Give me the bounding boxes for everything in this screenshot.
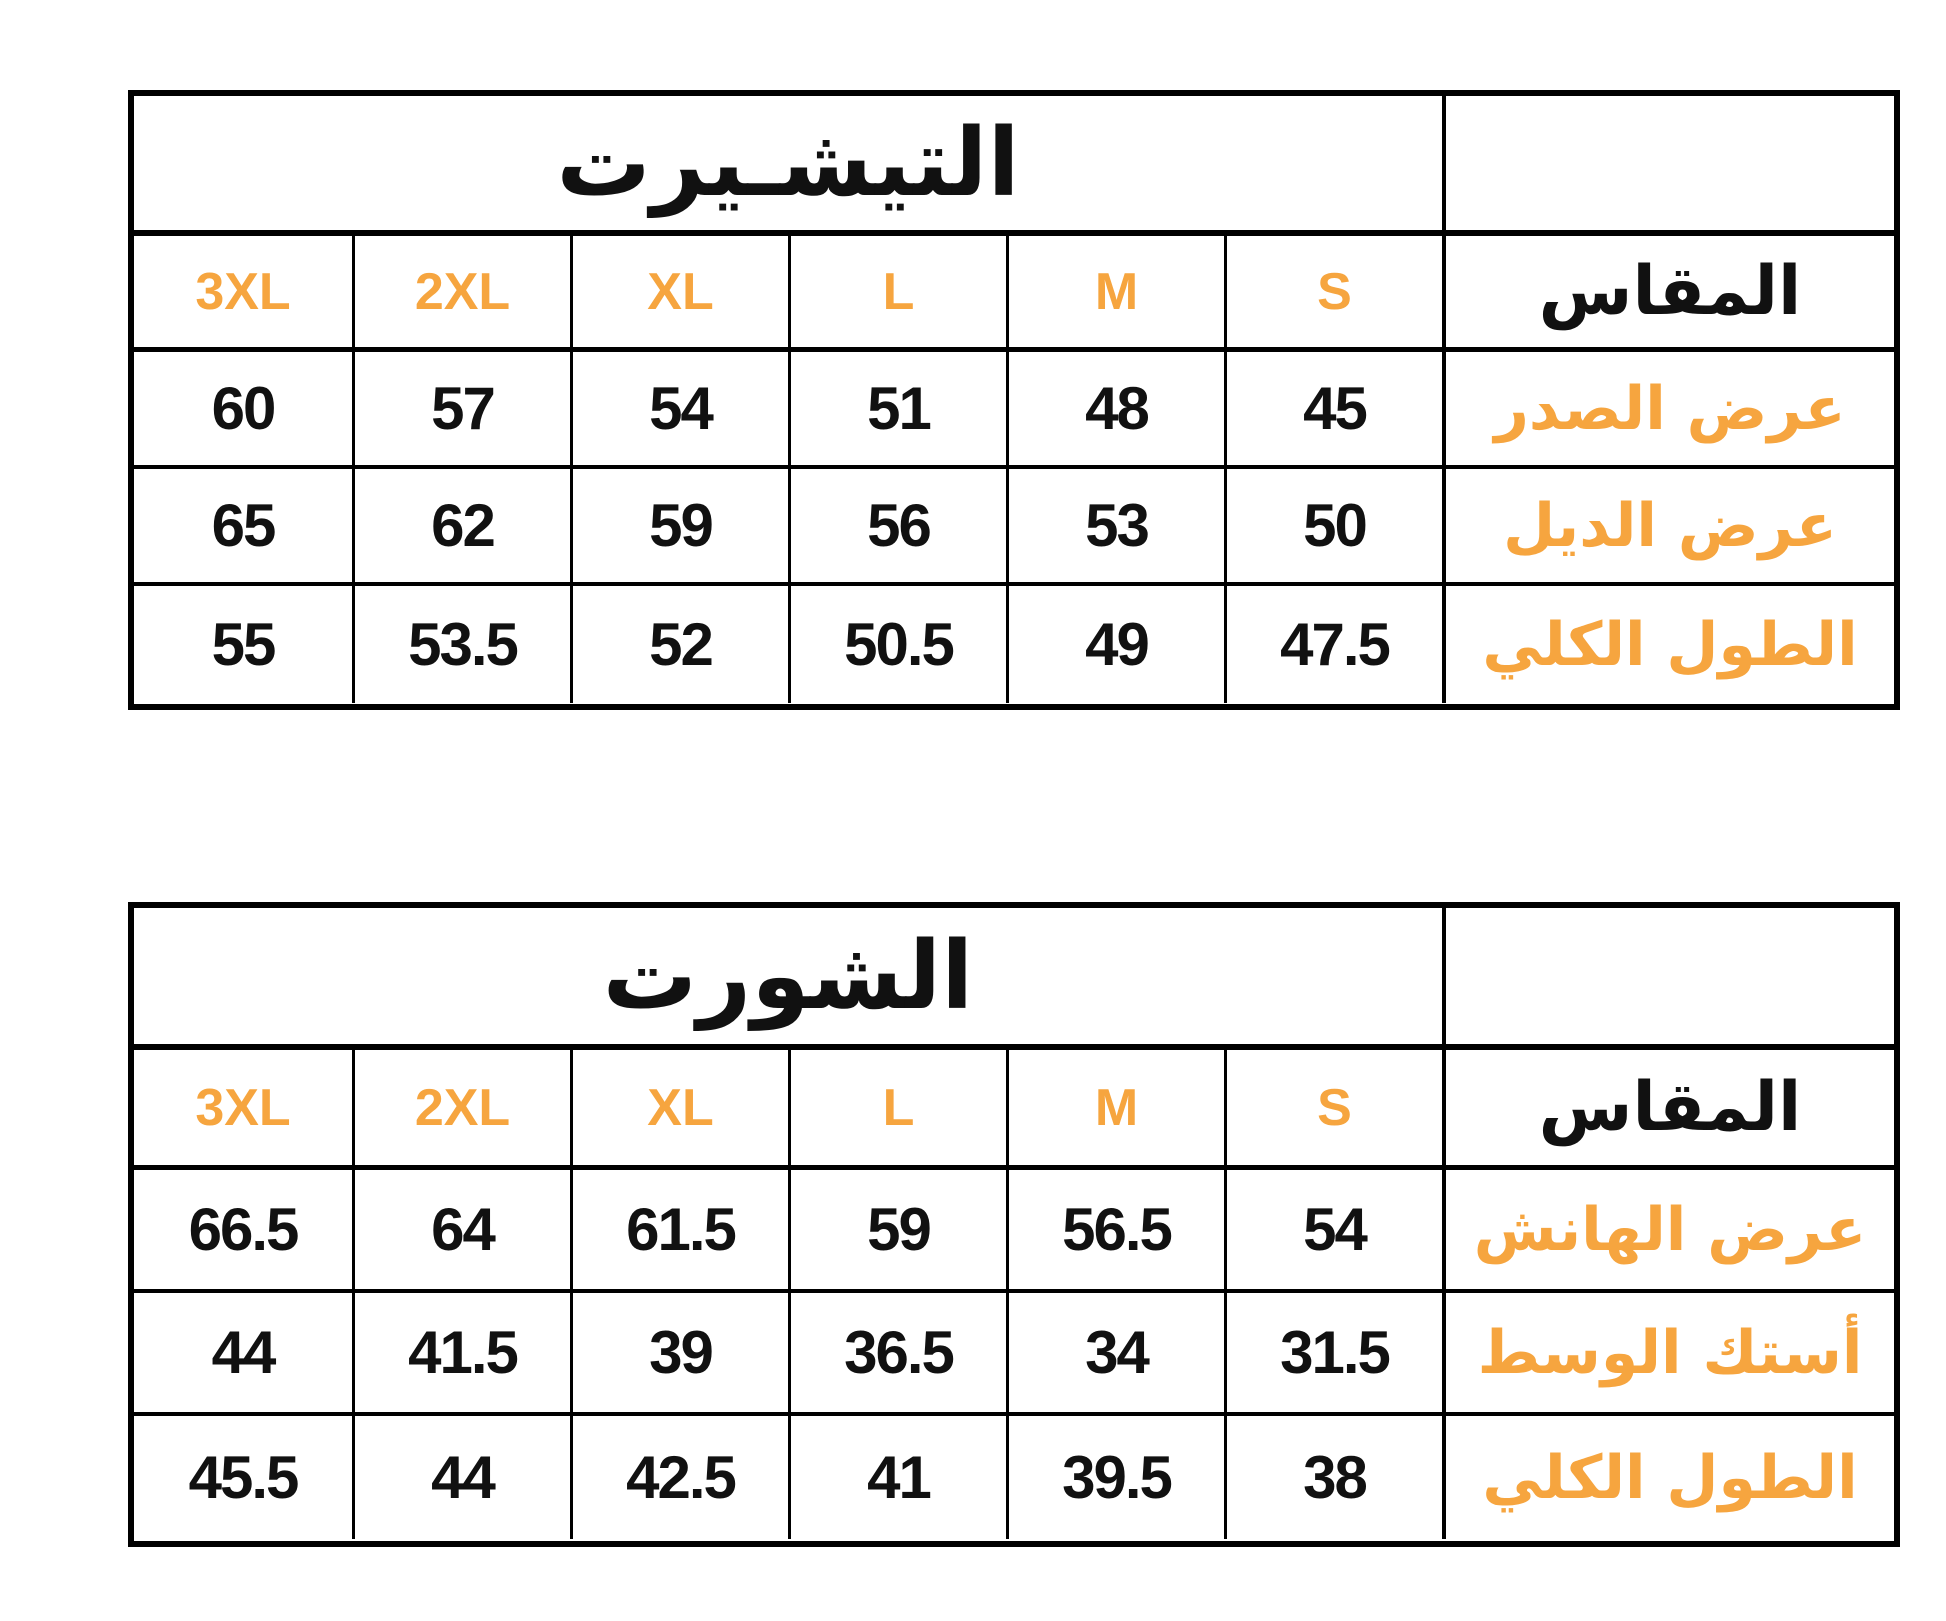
size-header-s: S [1224, 1050, 1442, 1165]
shorts-title-row: الشورت [134, 908, 1894, 1050]
value-cell: 50.5 [788, 586, 1006, 703]
value-cell: 54 [570, 352, 788, 465]
value-cell: 65 [211, 492, 277, 559]
tshirt-table-title: التيشـيرت [556, 108, 1020, 218]
row-label-waist-elastic: أستك الوسط [1442, 1293, 1894, 1412]
value-cell: 44 [211, 1319, 277, 1386]
value-cell: 60 [211, 375, 277, 442]
size-header-m: M [1006, 1050, 1224, 1165]
value-cell: 66.5 [188, 1196, 300, 1263]
value-cell: 59 [788, 1170, 1006, 1289]
value-cell: 44 [352, 1416, 570, 1539]
corner-empty-cell [1442, 96, 1894, 230]
value-cell: 56 [788, 469, 1006, 582]
size-header-s: S [1224, 236, 1442, 347]
corner-empty-cell [1442, 908, 1894, 1044]
value-cell: 42.5 [570, 1416, 788, 1539]
value-cell: 39 [570, 1293, 788, 1412]
size-header-l: L [788, 236, 1006, 347]
tshirt-header-row: 3XL 2XL XL L M S المقاس [134, 236, 1894, 352]
value-cell: 50 [1224, 469, 1442, 582]
value-cell: 53 [1006, 469, 1224, 582]
size-header-m: M [1006, 236, 1224, 347]
measure-column-header: المقاس [1442, 1050, 1894, 1165]
row-label-total-length: الطول الكلي [1442, 1416, 1894, 1539]
size-header-xl: XL [570, 1050, 788, 1165]
value-cell: 41.5 [352, 1293, 570, 1412]
value-cell: 31.5 [1224, 1293, 1442, 1412]
size-header-2xl: 2XL [352, 236, 570, 347]
tshirt-size-table: التيشـيرت 3XL 2XL XL L M S المقاس 60 57 … [128, 90, 1900, 710]
hip-width-row: 66.5 64 61.5 59 56.5 54 عرض الهانش [134, 1170, 1894, 1293]
shorts-size-table: الشورت 3XL 2XL XL L M S المقاس 66.5 64 6… [128, 902, 1900, 1547]
value-cell: 61.5 [570, 1170, 788, 1289]
value-cell: 38 [1224, 1416, 1442, 1539]
value-cell: 54 [1224, 1170, 1442, 1289]
size-header-3xl: 3XL [195, 262, 291, 321]
value-cell: 53.5 [352, 586, 570, 703]
shorts-table-title: الشورت [602, 921, 974, 1031]
value-cell: 39.5 [1006, 1416, 1224, 1539]
size-header-2xl: 2XL [352, 1050, 570, 1165]
size-header-xl: XL [570, 236, 788, 347]
value-cell: 49 [1006, 586, 1224, 703]
value-cell: 48 [1006, 352, 1224, 465]
size-header-l: L [788, 1050, 1006, 1165]
value-cell: 64 [352, 1170, 570, 1289]
value-cell: 45.5 [188, 1444, 300, 1511]
value-cell: 55 [211, 611, 277, 678]
value-cell: 34 [1006, 1293, 1224, 1412]
value-cell: 36.5 [788, 1293, 1006, 1412]
total-length-row: 55 53.5 52 50.5 49 47.5 الطول الكلي [134, 586, 1894, 703]
tshirt-title-row: التيشـيرت [134, 96, 1894, 236]
row-label-chest-width: عرض الصدر [1442, 352, 1894, 465]
value-cell: 41 [788, 1416, 1006, 1539]
value-cell: 52 [570, 586, 788, 703]
value-cell: 47.5 [1224, 586, 1442, 703]
value-cell: 56.5 [1006, 1170, 1224, 1289]
measure-column-header: المقاس [1442, 236, 1894, 347]
value-cell: 59 [570, 469, 788, 582]
value-cell: 57 [352, 352, 570, 465]
hem-width-row: 65 62 59 56 53 50 عرض الديل [134, 469, 1894, 586]
size-header-3xl: 3XL [195, 1078, 291, 1137]
waist-elastic-row: 44 41.5 39 36.5 34 31.5 أستك الوسط [134, 1293, 1894, 1416]
value-cell: 62 [352, 469, 570, 582]
row-label-total-length: الطول الكلي [1442, 586, 1894, 703]
total-length-row: 45.5 44 42.5 41 39.5 38 الطول الكلي [134, 1416, 1894, 1539]
row-label-hem-width: عرض الديل [1442, 469, 1894, 582]
chest-width-row: 60 57 54 51 48 45 عرض الصدر [134, 352, 1894, 469]
shorts-header-row: 3XL 2XL XL L M S المقاس [134, 1050, 1894, 1170]
row-label-hip-width: عرض الهانش [1442, 1170, 1894, 1289]
value-cell: 51 [788, 352, 1006, 465]
value-cell: 45 [1224, 352, 1442, 465]
